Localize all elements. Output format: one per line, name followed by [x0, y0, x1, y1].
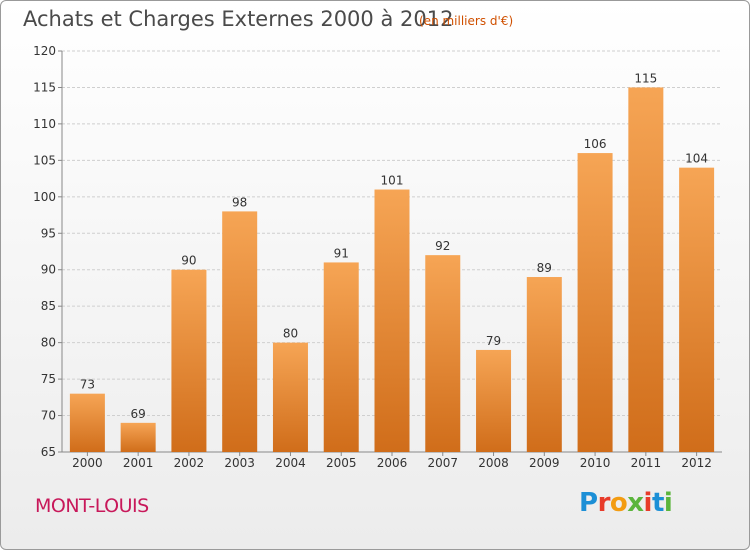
x-tick-label: 2009: [529, 456, 560, 470]
x-tick-label: 2001: [123, 456, 154, 470]
logo-letter: P: [579, 488, 598, 518]
bar: [628, 87, 664, 453]
bar-value-label: 101: [381, 174, 404, 188]
bar-value-label: 69: [131, 407, 146, 421]
bar: [577, 153, 613, 452]
bar: [526, 277, 562, 452]
x-tick-label: 2005: [326, 456, 357, 470]
x-tick-label: 2012: [681, 456, 712, 470]
y-tick-label: 115: [33, 80, 56, 94]
bar: [272, 342, 308, 452]
bar-value-label: 104: [685, 152, 708, 166]
bar-value-label: 106: [584, 137, 607, 151]
bar-value-label: 115: [634, 71, 657, 85]
bar: [425, 255, 461, 452]
bar-value-label: 90: [181, 254, 196, 268]
y-tick-label: 75: [41, 372, 56, 386]
bar-value-label: 89: [537, 261, 552, 275]
bar: [171, 269, 207, 452]
bar: [120, 422, 156, 452]
y-tick-label: 120: [33, 44, 56, 58]
y-tick-label: 90: [41, 263, 56, 277]
bar: [679, 167, 715, 452]
logo-letter: o: [609, 488, 628, 518]
logo-letter: i: [643, 488, 653, 518]
bar-value-label: 98: [232, 195, 247, 209]
logo-letter: t: [651, 488, 664, 518]
y-tick-label: 70: [41, 409, 56, 423]
logo-letter: i: [663, 488, 673, 518]
x-tick-label: 2007: [427, 456, 458, 470]
logo-letter: r: [597, 488, 611, 518]
bar: [476, 349, 512, 452]
y-tick-label: 95: [41, 226, 56, 240]
commune-name: MONT-LOUIS: [35, 495, 149, 517]
bar-value-label: 92: [435, 239, 450, 253]
x-tick-label: 2011: [631, 456, 662, 470]
y-tick-label: 65: [41, 445, 56, 459]
y-tick-label: 105: [33, 153, 56, 167]
bar-value-label: 80: [283, 327, 298, 341]
bar-value-label: 79: [486, 334, 501, 348]
x-tick-label: 2006: [377, 456, 408, 470]
x-tick-label: 2003: [224, 456, 255, 470]
y-tick-label: 100: [33, 190, 56, 204]
label-layer: 73 2000 69 2001 90 2002 98 2003 80 2004 91 2005 101 2…: [72, 71, 712, 470]
bar-layer: [69, 87, 715, 453]
y-tick-label: 110: [33, 117, 56, 131]
bar: [323, 262, 359, 452]
chart-subtitle: (en milliers d'€): [419, 14, 514, 28]
logo-letter: x: [627, 488, 644, 518]
y-tick-label: 80: [41, 336, 56, 350]
bar: [374, 189, 410, 452]
chart-title: Achats et Charges Externes 2000 à 2012: [23, 7, 454, 31]
bar-value-label: 91: [334, 246, 349, 260]
x-tick-label: 2010: [580, 456, 611, 470]
proxiti-logo[interactable]: Proxiti: [579, 488, 673, 518]
x-tick-label: 2000: [72, 456, 103, 470]
y-tick-label: 85: [41, 299, 56, 313]
bar: [222, 211, 258, 452]
x-tick-label: 2002: [174, 456, 205, 470]
x-tick-label: 2004: [275, 456, 306, 470]
bar: [69, 393, 105, 452]
x-tick-label: 2008: [478, 456, 509, 470]
bar-value-label: 73: [80, 378, 95, 392]
